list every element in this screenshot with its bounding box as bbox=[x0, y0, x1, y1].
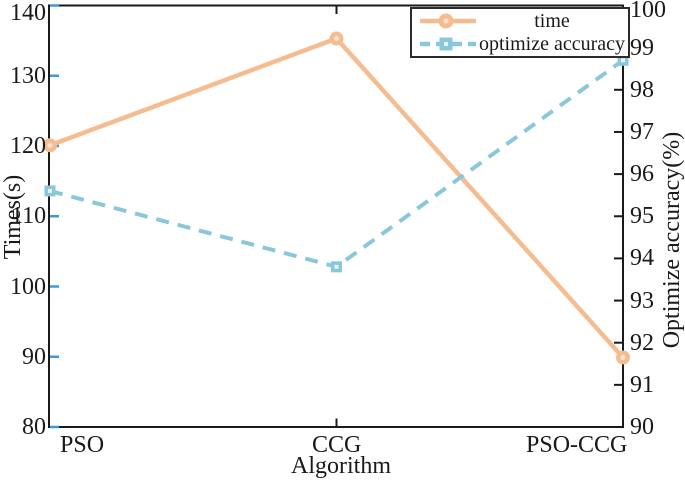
y-right-tick-label-95: 95 bbox=[630, 203, 654, 230]
x-axis-title: Algorithm bbox=[291, 453, 391, 479]
y-left-tick-label-110: 110 bbox=[11, 203, 47, 230]
y-left-tick-label-130: 130 bbox=[10, 62, 46, 89]
legend-item-optimize-accuracy: optimize accuracy bbox=[414, 33, 626, 54]
y-left-axis-title: Times(s) bbox=[0, 174, 26, 260]
x-tick-label-ccg: CCG bbox=[312, 432, 362, 458]
y-right-tick-label-98: 98 bbox=[630, 76, 654, 103]
legend-label-optimize-accuracy: optimize accuracy bbox=[478, 32, 626, 55]
legend-item-time: time bbox=[414, 11, 626, 32]
data-point-time-ccg-center bbox=[333, 35, 340, 42]
y-right-axis-title: Optimize accuracy(%) bbox=[659, 131, 685, 349]
plot-border bbox=[48, 4, 624, 428]
legend: time optimize accuracy bbox=[410, 7, 630, 58]
series-line-optimize-accuracy bbox=[49, 58, 625, 270]
data-point-optimize-accuracy-ccg-center bbox=[334, 264, 339, 269]
x-tick-label-pso-ccg: PSO-CCG bbox=[526, 432, 628, 458]
y-right-tick-label-91: 91 bbox=[630, 371, 654, 398]
legend-sample-shape bbox=[443, 18, 449, 24]
optimize-accuracy-line-sample-icon bbox=[420, 37, 476, 51]
y-right-tick-label-96: 96 bbox=[630, 161, 654, 188]
time-line-sample-icon bbox=[420, 13, 476, 29]
y-right-tick-label-100: 100 bbox=[630, 0, 666, 23]
legend-sample-shape bbox=[444, 41, 448, 46]
data-point-time-pso-ccg-center bbox=[620, 354, 626, 361]
data-point-optimize-accuracy-pso-ccg-center bbox=[621, 58, 625, 63]
y-left-tick-label-90: 90 bbox=[22, 343, 46, 370]
y-right-tick-label-97: 97 bbox=[630, 118, 654, 145]
y-left-tick-label-100: 100 bbox=[10, 273, 46, 300]
y-left-tick-label-80: 80 bbox=[22, 414, 46, 440]
y-right-tick-label-90: 90 bbox=[630, 414, 654, 440]
y-right-tick-label-92: 92 bbox=[630, 329, 654, 356]
data-point-optimize-accuracy-pso-center bbox=[48, 188, 52, 193]
y-right-tick-label-99: 99 bbox=[630, 34, 654, 61]
x-tick-label-pso: PSO bbox=[60, 432, 105, 458]
y-left-tick-label-120: 120 bbox=[10, 133, 46, 159]
series-line-time bbox=[49, 35, 625, 359]
y-right-tick-label-94: 94 bbox=[630, 245, 654, 272]
legend-label-time: time bbox=[534, 10, 570, 33]
y-right-tick-label-93: 93 bbox=[630, 287, 654, 314]
data-point-time-pso-center bbox=[47, 142, 53, 148]
y-left-tick-label-140: 140 bbox=[10, 0, 46, 26]
